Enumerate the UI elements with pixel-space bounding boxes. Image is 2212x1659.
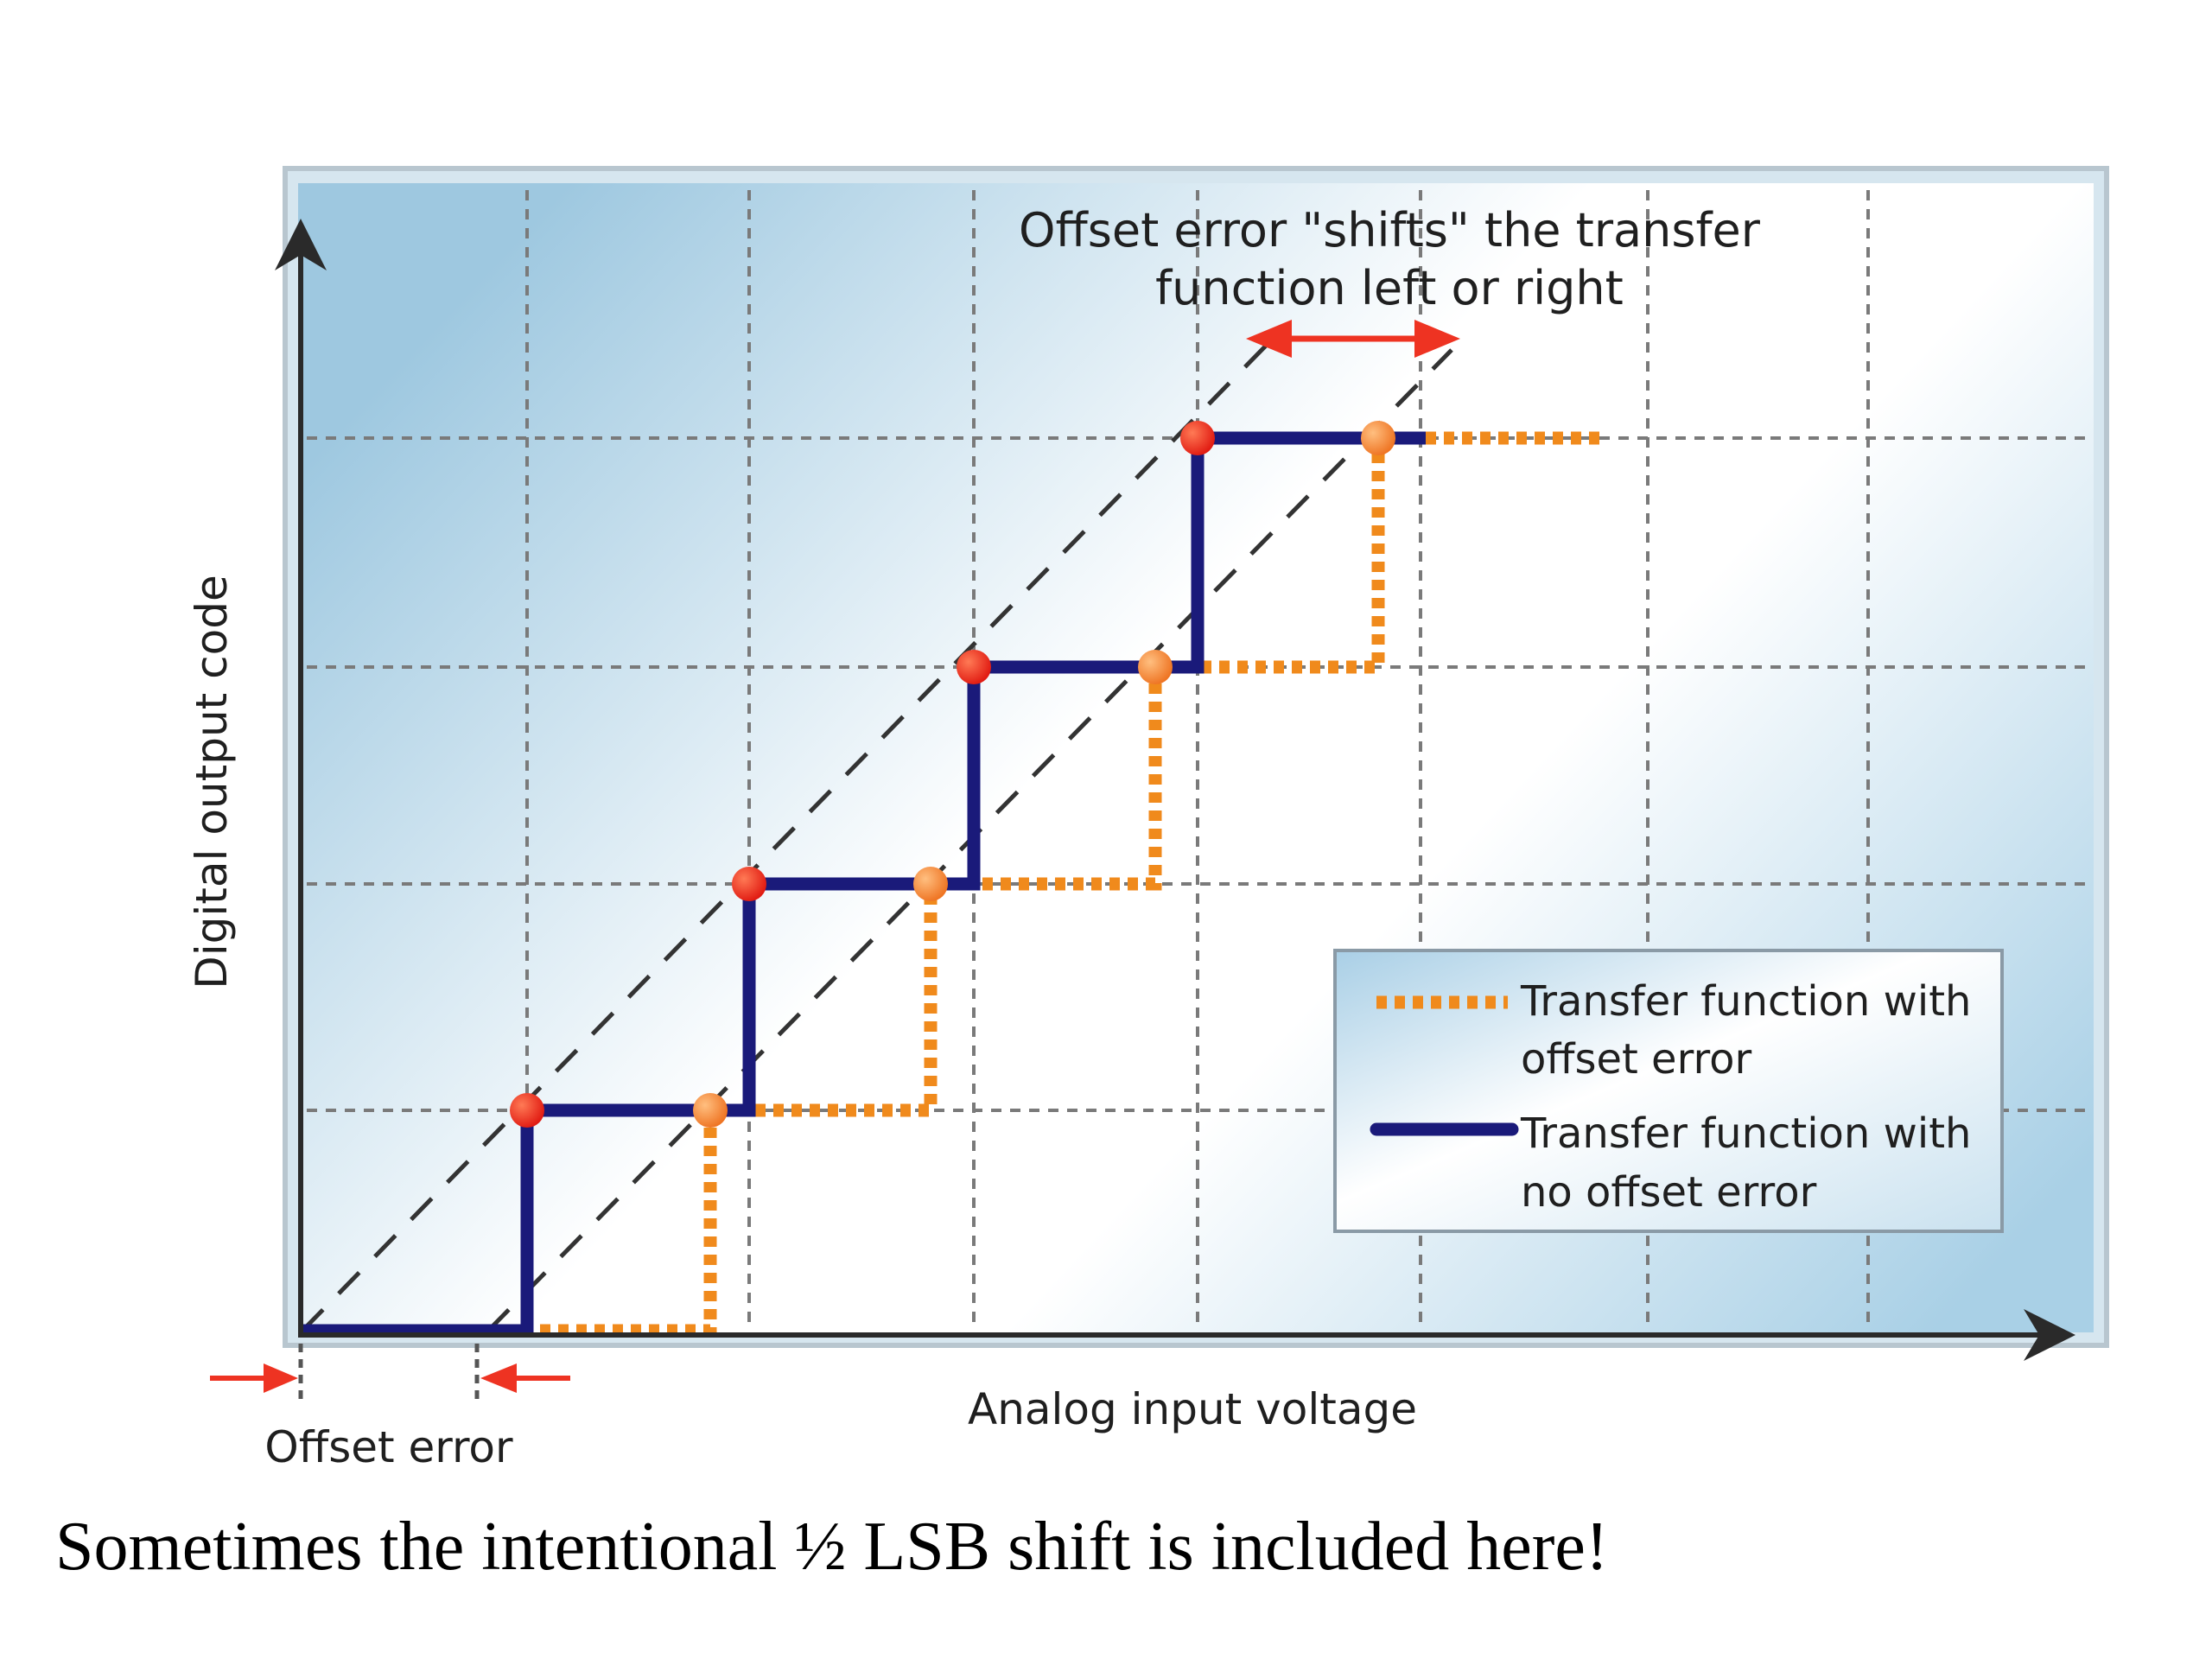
legend-ideal-label-1: Transfer function with xyxy=(1520,1109,1971,1158)
ideal-dot-1 xyxy=(510,1093,544,1128)
annotation-line-2: function left or right xyxy=(1155,261,1624,315)
offset-error-markers xyxy=(210,1344,570,1400)
x-axis-label: Analog input voltage xyxy=(968,1384,1417,1434)
offset-dot-2 xyxy=(913,867,948,901)
offset-dot-4 xyxy=(1361,421,1395,455)
offset-error-label: Offset error xyxy=(264,1422,513,1472)
caption-text: Sometimes the intentional ½ LSB shift is… xyxy=(55,1509,1609,1585)
offset-transfer-curve xyxy=(486,431,1607,1338)
ideal-transfer-curve xyxy=(298,431,1426,1338)
annotation-line-1: Offset error "shifts" the transfer xyxy=(1019,203,1761,257)
ideal-dot-4 xyxy=(1180,421,1215,455)
offset-dot-1 xyxy=(693,1093,728,1128)
ideal-transition-dots xyxy=(510,421,1215,1128)
legend-box xyxy=(1333,949,2004,1233)
offset-transition-dots xyxy=(693,421,1395,1128)
legend-offset-label-1: Transfer function with xyxy=(1520,977,1971,1026)
offset-dot-3 xyxy=(1138,650,1173,684)
legend-ideal-label-2: no offset error xyxy=(1521,1168,1817,1217)
ideal-dot-3 xyxy=(957,650,991,684)
y-axis-label: Digital output code xyxy=(187,575,237,988)
legend-offset-label-2: offset error xyxy=(1521,1035,1752,1084)
shift-arrow xyxy=(1246,320,1460,358)
ideal-diagonal xyxy=(301,340,1272,1332)
ideal-dot-2 xyxy=(732,867,766,901)
legend: Transfer function with offset error Tran… xyxy=(1333,949,2004,1233)
